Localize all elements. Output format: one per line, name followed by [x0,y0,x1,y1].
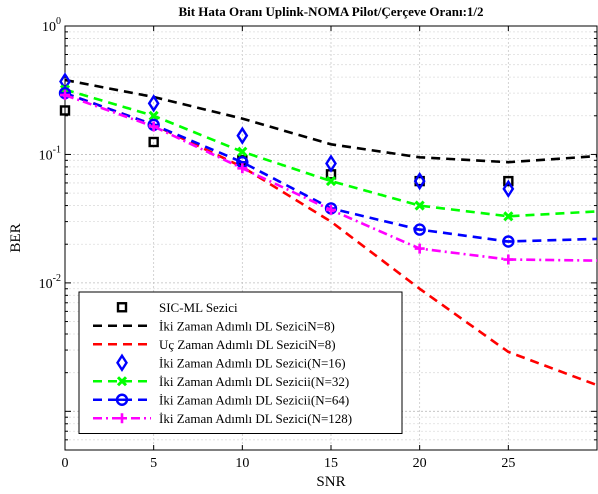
legend-entry-5: İki Zaman Adımlı DL Sezicii(N=32) [93,374,349,389]
diamond-marker [116,353,128,372]
legend-label: İki Zaman Adımlı DL Sezici(N=128) [159,411,352,426]
square-marker [503,175,514,187]
diamond-marker [413,171,426,191]
legend-entry-2: İki Zaman Adımlı DL SeziciN=8) [93,318,335,333]
series-1 [59,105,514,187]
square-marker [148,136,159,148]
series-line [64,78,598,164]
series-layer [58,72,598,387]
legend-label: İki Zaman Adımlı DL Sezicii(N=32) [159,374,349,389]
legend-label: SIC-ML Sezici [159,300,238,315]
plus-marker [326,204,336,215]
legend-box [78,291,403,434]
diamond-marker [325,154,337,173]
legend-label: İki Zaman Adımlı DL Sezicii(N=64) [159,392,349,407]
x-marker [503,211,514,222]
diamond-marker [147,94,160,113]
plus-marker [414,243,425,254]
plus-marker [117,413,127,424]
legend: SIC-ML Sezici İki Zaman Adımlı DL SeziciN… [78,291,403,434]
legend-entry-6: İki Zaman Adımlı DL Sezicii(N=64) [93,392,349,407]
plus-marker [503,254,514,265]
diamond-marker [236,126,249,145]
x-tick-label: 0 [62,456,69,471]
x-tick-label: 15 [324,456,338,471]
legend-entry-3: Uç Zaman Adımlı DL SeziciN=8) [93,337,336,352]
y-tick-label: 10-1 [39,144,61,163]
y-tick-label: 10-2 [39,273,61,292]
series-line [64,88,598,218]
legend-entry-4: İki Zaman Adımlı DL Sezici(N=16) [116,353,346,372]
legend-label: İki Zaman Adımlı DL Sezici(N=16) [159,355,346,370]
series-2 [64,78,598,164]
x-marker [237,146,248,157]
y-axis-label: BER [8,223,24,252]
x-tick-label: 20 [413,456,427,471]
legend-entry-1: SIC-ML Sezici [116,300,238,315]
diamond-marker [502,179,515,199]
x-marker [414,200,425,211]
y-tick-label: 100 [42,16,61,35]
x-marker [148,110,159,121]
x-tick-label: 25 [501,456,515,471]
plus-marker [148,121,159,132]
x-tick-label: 5 [150,456,157,471]
x-marker [325,176,337,187]
square-marker [116,302,128,313]
legend-entry-7: İki Zaman Adımlı DL Sezici(N=128) [93,411,352,426]
chart-title: Bit Hata Oranı Uplink-NOMA Pilot/Çerçeve… [178,4,483,19]
series-4 [59,72,515,199]
legend-label: İki Zaman Adımlı DL SeziciN=8) [159,318,335,333]
legend-label: Uç Zaman Adımlı DL SeziciN=8) [159,337,336,352]
series-7 [60,90,598,265]
x-tick-label: 10 [235,456,249,471]
series-5 [59,84,598,222]
axis-ticks: 0 5 10 15 20 25 100 10-1 10-2 [39,16,597,471]
x-marker [116,376,128,387]
plus-marker [60,90,70,101]
square-marker [59,105,71,116]
plus-marker [237,163,248,174]
x-axis-label: SNR [316,474,345,490]
